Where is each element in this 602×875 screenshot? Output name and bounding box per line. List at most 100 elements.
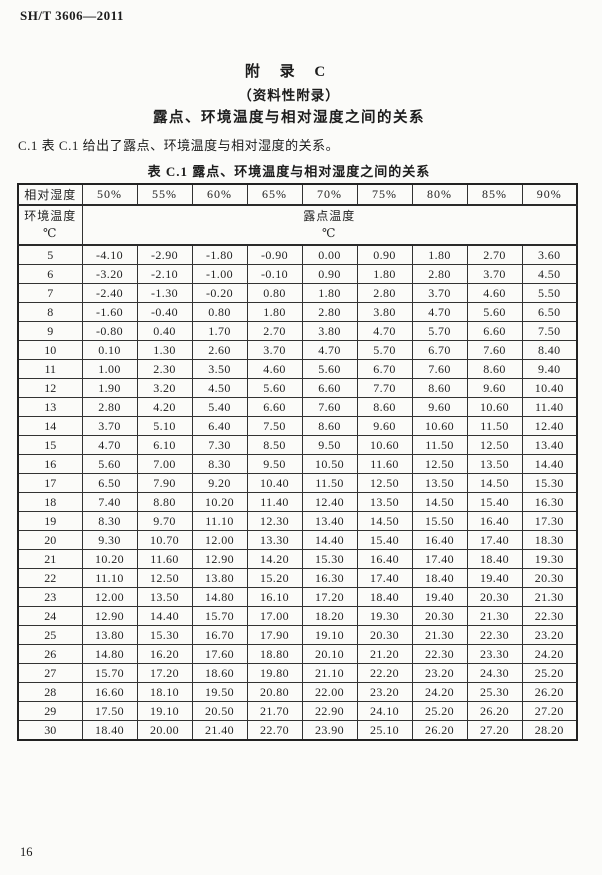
table-row: 17 6.50 7.90 9.20 10.40 11.50 12.50 13.50 14.50 1… (17, 473, 578, 493)
table-row: 23 12.00 13.50 14.80 16.10 17.20 18.40 19.40 20.… (17, 587, 578, 607)
table-caption: 表 C.1 露点、环境温度与相对湿度之间的关系 (147, 164, 431, 179)
ambient-temp-cell: 28 (17, 682, 83, 702)
dew-point-cell: 11.10 (191, 511, 248, 531)
dew-point-cell: 14.50 (356, 511, 413, 531)
ambient-temp-cell: 17 (17, 473, 83, 493)
dew-point-cell: -2.40 (81, 283, 138, 303)
dew-point-cell: 4.70 (301, 340, 358, 360)
ambient-temp-cell: 10 (17, 340, 83, 360)
dew-point-cell: 3.80 (356, 302, 413, 322)
dew-point-cell: 7.50 (246, 416, 303, 436)
ambient-temp-cell: 13 (17, 397, 83, 417)
dew-point-cell: 11.50 (466, 416, 523, 436)
dew-point-cell: 8.80 (136, 492, 193, 512)
dew-point-cell: -1.80 (191, 244, 248, 265)
dew-point-cell: 13.80 (191, 568, 248, 588)
ambient-temp-cell: 6 (17, 264, 83, 284)
dew-point-header-row: 环境温度 ℃ 露点温度 ℃ (17, 204, 578, 246)
dew-point-cell: 10.60 (466, 397, 523, 417)
dew-point-cell: 8.50 (246, 435, 303, 455)
dew-point-cell: -0.90 (246, 244, 303, 265)
dew-point-cell: 19.10 (301, 625, 358, 645)
dew-point-cell: 9.70 (136, 511, 193, 531)
dew-point-cell: 14.40 (301, 530, 358, 550)
dew-point-cell: 8.30 (81, 511, 138, 531)
page-number: 16 (20, 845, 33, 859)
ambient-temp-label: 环境温度 ℃ (17, 204, 83, 246)
dew-point-cell: 4.70 (411, 302, 468, 322)
table-row: 19 8.30 9.70 11.10 12.30 13.40 14.50 15.50 16.40… (17, 511, 578, 531)
dew-point-cell: 16.20 (136, 644, 193, 664)
dew-point-cell: 0.10 (81, 340, 138, 360)
dew-point-cell: 7.30 (191, 435, 248, 455)
ambient-temp-unit: ℃ (43, 226, 58, 240)
dew-point-cell: 7.70 (356, 378, 413, 398)
dew-point-cell: 0.00 (301, 244, 358, 265)
ambient-temp-cell: 20 (17, 530, 83, 550)
dew-point-cell: 17.30 (521, 511, 578, 531)
table-row: 25 13.80 15.30 16.70 17.90 19.10 20.30 21.30 22.… (17, 625, 578, 645)
dew-point-cell: 20.00 (136, 720, 193, 741)
dew-point-cell: 4.60 (466, 283, 523, 303)
ambient-temp-cell: 19 (17, 511, 83, 531)
dew-point-cell: 13.80 (81, 625, 138, 645)
dew-point-cell: 18.40 (356, 587, 413, 607)
dew-point-cell: 3.70 (411, 283, 468, 303)
dew-point-cell: 23.20 (411, 663, 468, 683)
table-row: 10 0.10 1.30 2.60 3.70 4.70 5.70 6.70 7.60 8.40 (17, 340, 578, 360)
dew-point-cell: 5.60 (81, 454, 138, 474)
ambient-temp-cell: 16 (17, 454, 83, 474)
dew-point-cell: 1.00 (81, 359, 138, 379)
relative-humidity-label: 相对湿度 (17, 183, 83, 206)
dew-point-cell: 12.40 (521, 416, 578, 436)
dew-point-cell: -1.60 (81, 302, 138, 322)
dew-point-cell: 1.80 (301, 283, 358, 303)
dew-point-cell: 19.40 (466, 568, 523, 588)
dew-point-cell: 7.90 (136, 473, 193, 493)
dew-point-cell: 20.50 (191, 701, 248, 721)
dew-point-cell: 17.60 (191, 644, 248, 664)
dew-point-cell: 13.30 (246, 530, 303, 550)
table-row: 12 1.90 3.20 4.50 5.60 6.60 7.70 8.60 9.60 10.40 (17, 378, 578, 398)
dew-point-cell: 17.40 (411, 549, 468, 569)
dew-point-cell: 3.70 (246, 340, 303, 360)
ambient-temp-cell: 30 (17, 720, 83, 741)
dew-point-cell: 23.20 (356, 682, 413, 702)
dew-point-cell: 0.90 (356, 244, 413, 265)
dew-point-cell: -3.20 (81, 264, 138, 284)
dew-point-cell: 6.60 (301, 378, 358, 398)
dew-point-cell: 11.60 (136, 549, 193, 569)
ambient-temp-cell: 8 (17, 302, 83, 322)
ambient-temp-cell: 21 (17, 549, 83, 569)
dew-point-cell: 11.40 (521, 397, 578, 417)
table-row: 15 4.70 6.10 7.30 8.50 9.50 10.60 11.50 12.50 13.… (17, 435, 578, 455)
dew-point-cell: 15.70 (81, 663, 138, 683)
dew-point-cell: 20.30 (521, 568, 578, 588)
appendix-subtitle: （资料性附录） (238, 88, 340, 103)
dew-point-cell: 12.50 (356, 473, 413, 493)
dew-point-cell: 19.30 (356, 606, 413, 626)
dew-point-cell: 21.30 (466, 606, 523, 626)
dew-point-cell: 10.60 (411, 416, 468, 436)
dew-point-cell: 8.30 (191, 454, 248, 474)
table-row: 29 17.50 19.10 20.50 21.70 22.90 24.10 25.20 26.… (17, 701, 578, 721)
dew-point-cell: 16.40 (411, 530, 468, 550)
dew-point-cell: 13.50 (466, 454, 523, 474)
appendix-heading: 露点、环境温度与相对湿度之间的关系 (153, 110, 425, 126)
ambient-temp-cell: 7 (17, 283, 83, 303)
dew-point-cell: 21.40 (191, 720, 248, 741)
ambient-temp-cell: 5 (17, 244, 83, 265)
humidity-col-header: 80% (411, 183, 468, 206)
table-row: 28 16.60 18.10 19.50 20.80 22.00 23.20 24.20 25.… (17, 682, 578, 702)
dew-point-cell: 0.80 (191, 302, 248, 322)
dew-point-cell: 7.00 (136, 454, 193, 474)
dew-point-cell: 16.40 (356, 549, 413, 569)
dew-point-cell: 1.80 (356, 264, 413, 284)
dew-point-cell: 11.50 (301, 473, 358, 493)
dew-point-cell: 17.20 (301, 587, 358, 607)
dew-point-cell: 5.40 (191, 397, 248, 417)
humidity-col-header: 90% (521, 183, 578, 206)
dew-point-cell: 9.40 (521, 359, 578, 379)
dew-point-cell: 25.30 (466, 682, 523, 702)
dew-point-cell: 5.50 (521, 283, 578, 303)
